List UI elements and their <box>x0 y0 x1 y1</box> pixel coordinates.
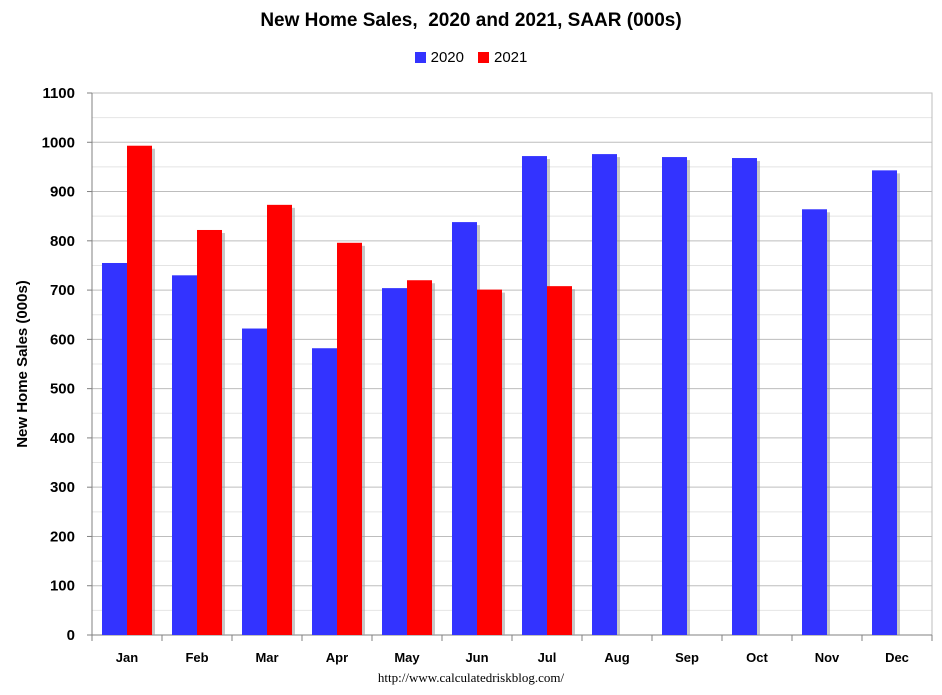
bar-2020-may <box>382 288 407 635</box>
y-tick-label: 500 <box>50 381 75 398</box>
y-tick-label: 0 <box>67 627 75 644</box>
x-tick-label: Aug <box>604 650 629 665</box>
bar-2021-apr <box>337 242 362 635</box>
x-tick-label: Feb <box>185 650 208 665</box>
y-tick-label: 900 <box>50 184 75 201</box>
bar-2021-may <box>407 280 432 635</box>
bar-2020-dec <box>872 170 897 635</box>
x-tick-label: Nov <box>815 650 840 665</box>
bar-2020-mar <box>242 328 267 635</box>
x-tick-label: Jun <box>465 650 488 665</box>
bar-2021-jul <box>547 286 572 635</box>
x-tick-label: Apr <box>326 650 348 665</box>
x-tick-label: Oct <box>746 650 768 665</box>
y-tick-label: 100 <box>50 578 75 595</box>
chart-title: New Home Sales, 2020 and 2021, SAAR (000… <box>260 10 682 31</box>
y-tick-label: 700 <box>50 282 75 299</box>
bar-2021-jun <box>477 289 502 635</box>
x-tick-label: May <box>394 650 420 665</box>
bar-2021-feb <box>197 229 222 635</box>
bar-2020-oct <box>732 158 757 636</box>
y-tick-label: 1000 <box>42 134 75 151</box>
x-tick-label: Mar <box>255 650 278 665</box>
legend-label-2021: 2021 <box>494 49 528 66</box>
y-axis-title: New Home Sales (000s) <box>14 280 31 448</box>
bar-2020-aug <box>592 154 617 635</box>
bar-2020-jul <box>522 156 547 635</box>
bar-2020-jan <box>102 262 127 635</box>
bar-2021-mar <box>267 204 292 635</box>
y-tick-label: 800 <box>50 233 75 250</box>
bar-2020-feb <box>172 275 197 635</box>
y-tick-label: 300 <box>50 479 75 496</box>
y-tick-label: 1100 <box>42 85 75 102</box>
bar-2020-sep <box>662 157 687 635</box>
y-tick-label: 200 <box>50 528 75 545</box>
legend-item-2021: 2021 <box>478 49 527 66</box>
legend-label-2020: 2020 <box>430 49 464 66</box>
legend-swatch-2020 <box>414 52 426 63</box>
source-url: http://www.calculatedriskblog.com/ <box>377 670 565 685</box>
y-tick-label: 600 <box>50 331 75 348</box>
bar-2020-jun <box>452 222 477 635</box>
legend-item-2020: 2020 <box>414 49 464 66</box>
x-tick-label: Jan <box>116 650 138 665</box>
bar-2021-jan <box>127 145 152 636</box>
x-tick-label: Dec <box>885 650 909 665</box>
x-tick-label: Jul <box>538 650 557 665</box>
bar-2020-apr <box>312 348 337 635</box>
y-tick-label: 400 <box>50 430 75 447</box>
x-tick-label: Sep <box>675 650 699 665</box>
legend: 2020 2021 <box>0 49 942 66</box>
legend-swatch-2021 <box>478 52 489 63</box>
bar-2020-nov <box>802 209 827 635</box>
